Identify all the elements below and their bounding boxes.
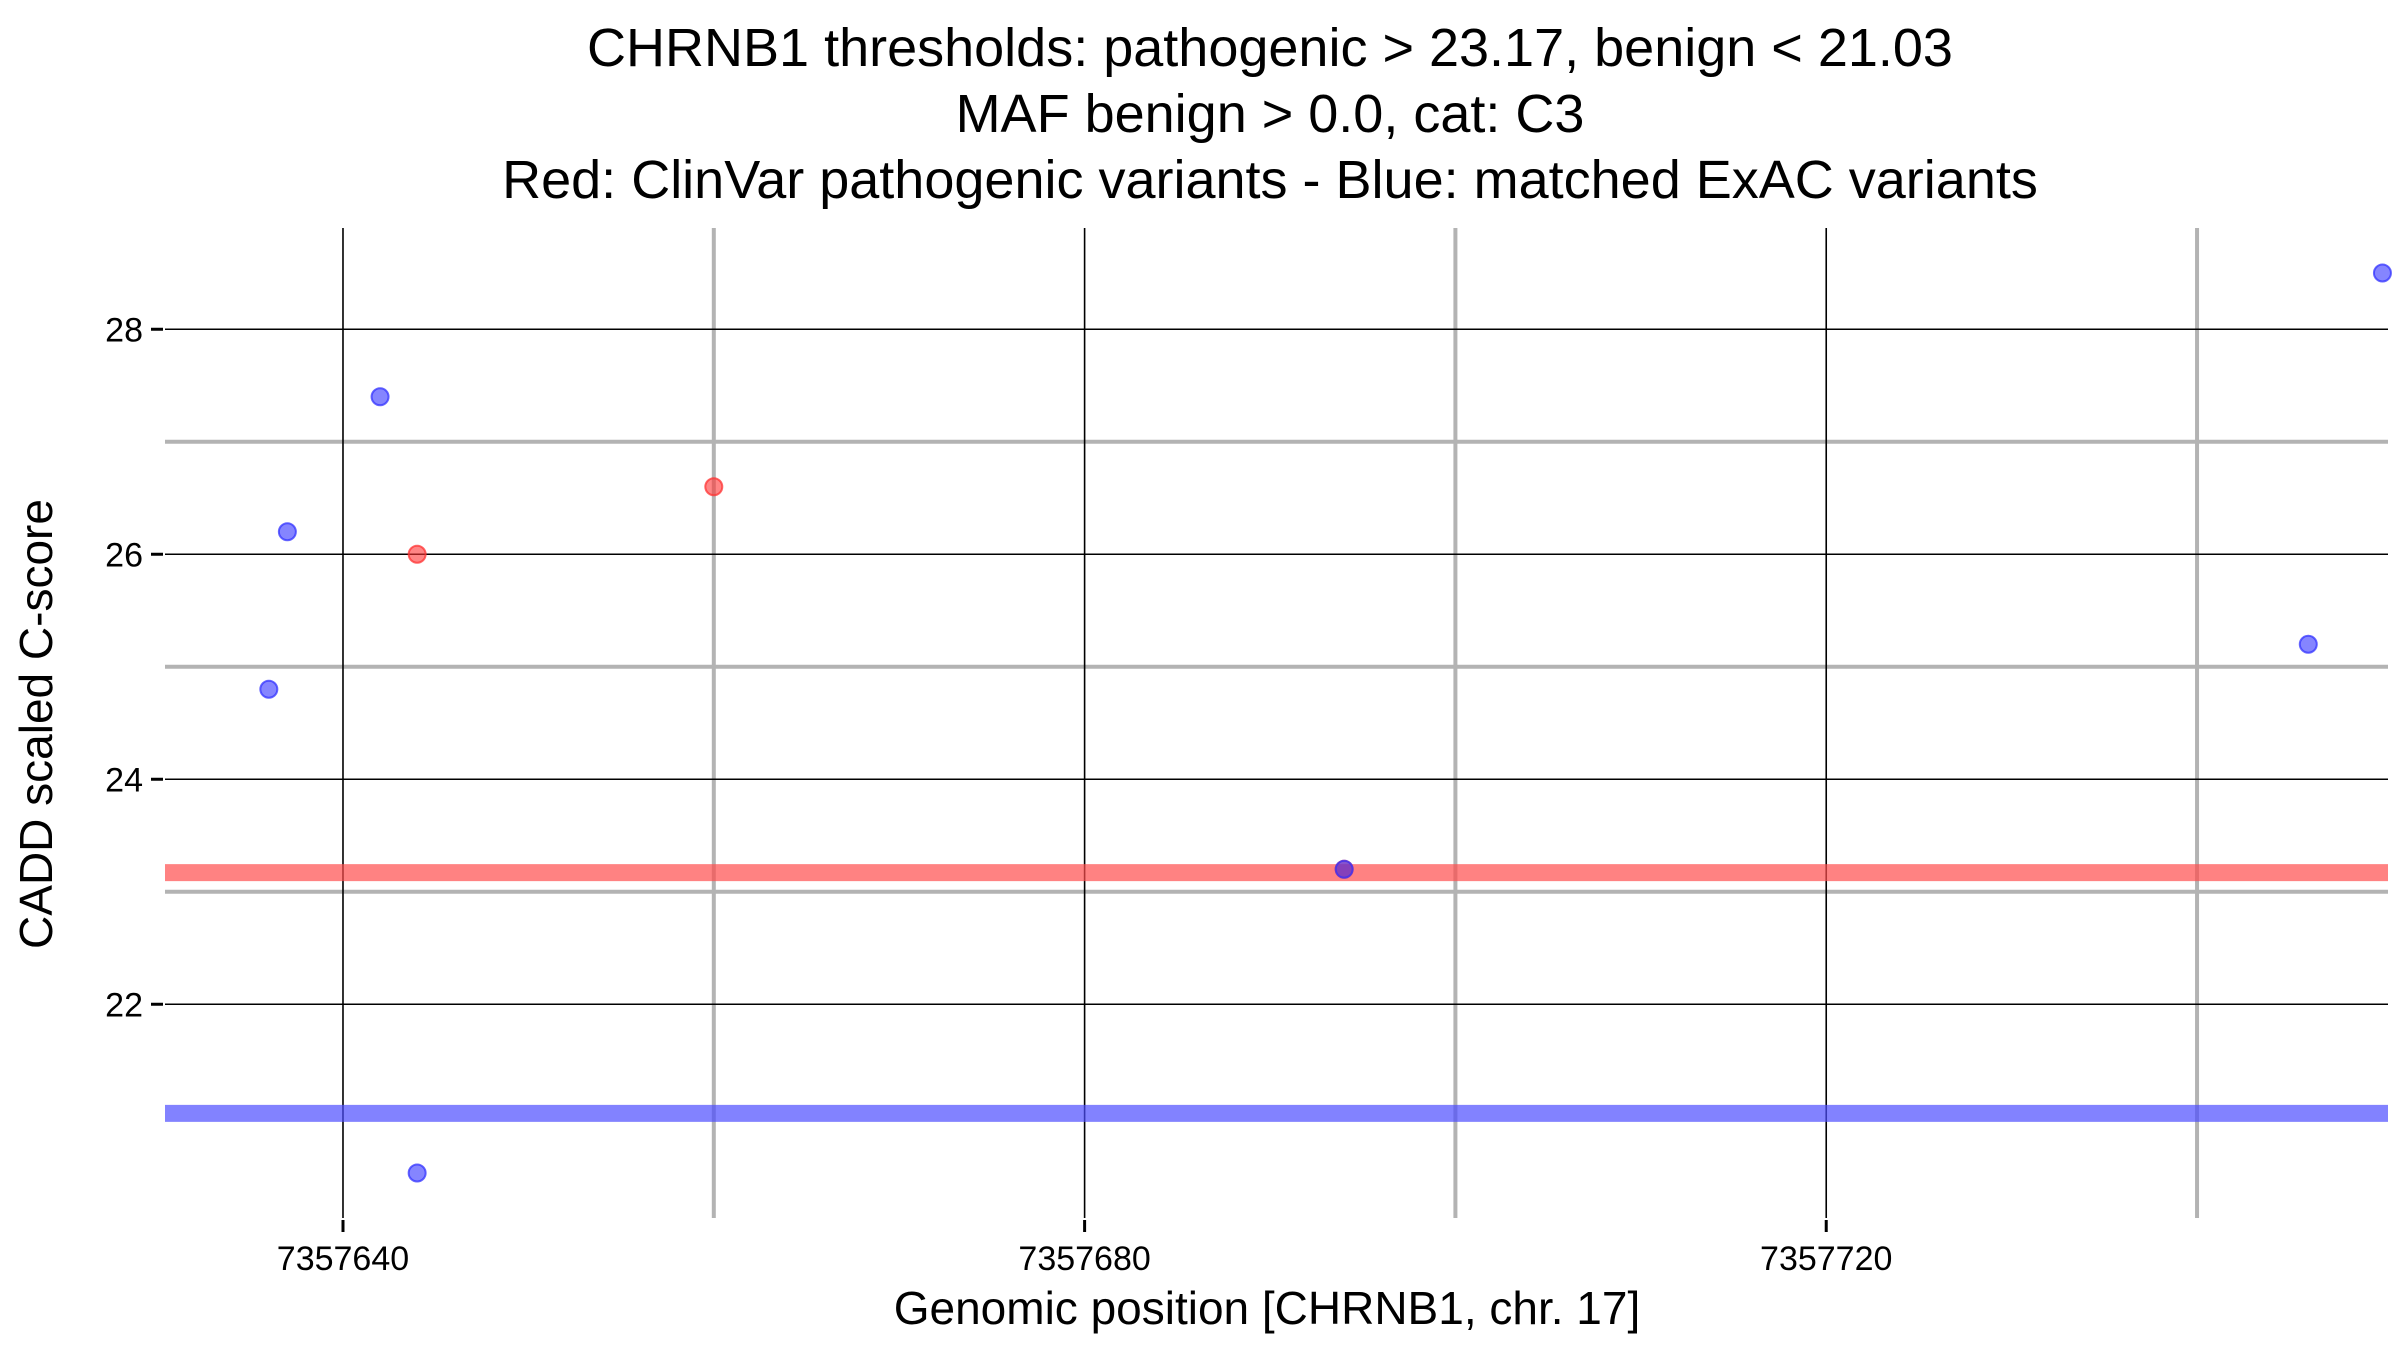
- point-exac-7: [2372, 263, 2392, 283]
- point-exac-2: [277, 522, 297, 542]
- chart-title: CHRNB1 thresholds: pathogenic > 23.17, b…: [502, 18, 2038, 210]
- point-exac-6: [2298, 634, 2318, 654]
- threshold-lines: [165, 864, 2388, 1122]
- point-exac-1: [259, 679, 279, 699]
- title-line-1: CHRNB1 thresholds: pathogenic > 23.17, b…: [587, 18, 1953, 78]
- x-tick-label-1: 7357640: [277, 1240, 409, 1278]
- point-exac-5: [1334, 859, 1354, 879]
- y-tick-label-2: 24: [105, 761, 143, 799]
- axes: 22 24 26 28 7357640 7357680 7357720: [105, 311, 1892, 1278]
- y-tick-label-3: 26: [105, 536, 143, 574]
- y-tick-label-1: 22: [105, 986, 143, 1024]
- data-points: [259, 263, 2392, 1183]
- point-exac-4: [407, 1163, 427, 1183]
- x-tick-label-3: 7357720: [1760, 1240, 1892, 1278]
- y-tick-label-4: 28: [105, 311, 143, 349]
- point-clinvar-2: [704, 477, 724, 497]
- point-clinvar-1: [407, 544, 427, 564]
- title-line-2: MAF benign > 0.0, cat: C3: [956, 84, 1585, 144]
- gridlines: [165, 228, 2388, 1218]
- y-axis-title: CADD scaled C-score: [10, 499, 62, 949]
- x-tick-label-2: 7357680: [1018, 1240, 1150, 1278]
- title-line-3: Red: ClinVar pathogenic variants - Blue:…: [502, 150, 2038, 210]
- x-axis-title: Genomic position [CHRNB1, chr. 17]: [894, 1282, 1641, 1334]
- point-exac-3: [370, 387, 390, 407]
